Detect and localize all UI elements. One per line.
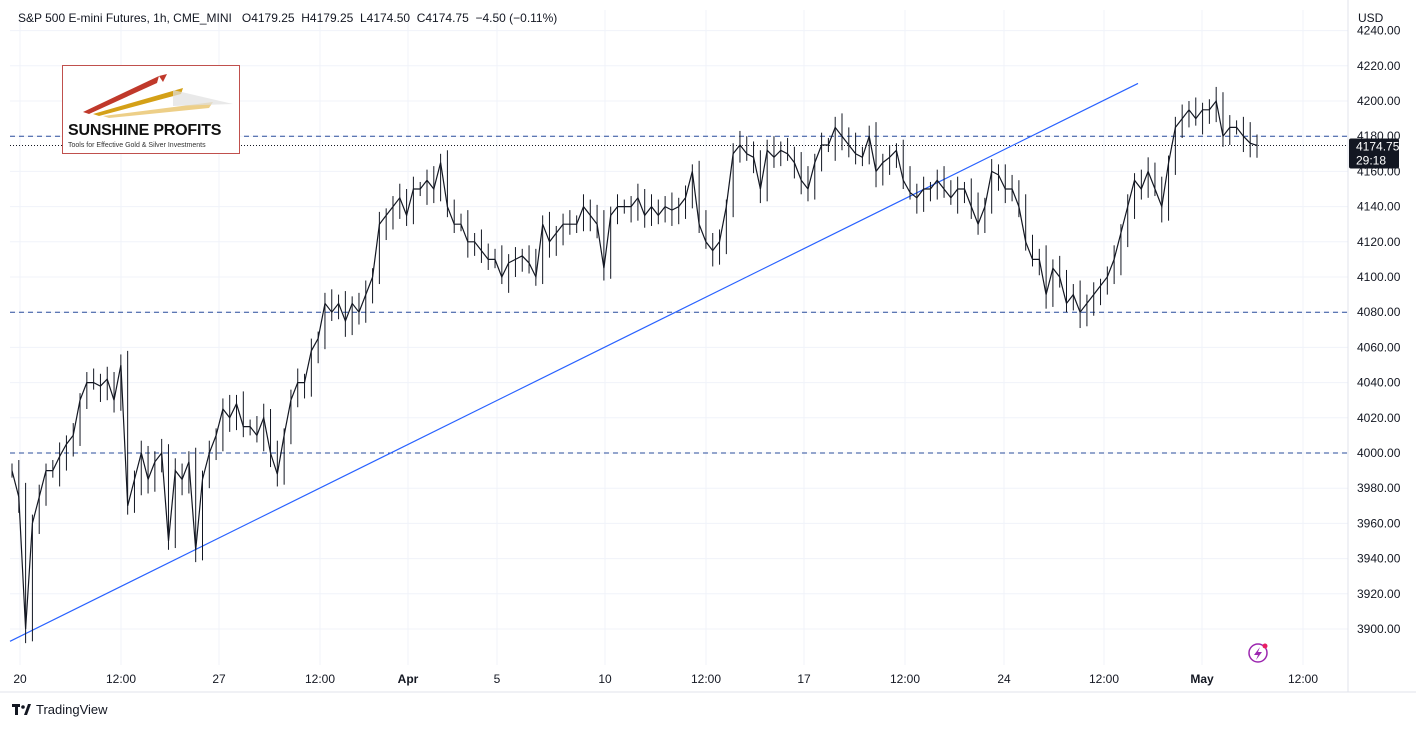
x-tick-label: 12:00 [1288,672,1318,686]
legend-symbol: S&P 500 E-mini Futures, 1h, CME_MINI [18,11,232,25]
y-tick-label: 3960.00 [1357,516,1401,530]
spark-icon-dot [1262,643,1268,649]
y-tick-label: 4000.00 [1357,446,1401,460]
y-tick-label: 4100.00 [1357,270,1401,284]
price-badge-value: 4174.75 [1356,139,1400,153]
x-tick-label: 10 [598,672,612,686]
y-tick-label: 3920.00 [1357,587,1401,601]
price-line [11,99,1258,630]
x-tick-label: 12:00 [106,672,136,686]
y-tick-label: 4200.00 [1357,94,1401,108]
trendline-group [9,82,1139,642]
x-tick-label: Apr [398,672,419,686]
y-tick-label: 4140.00 [1357,200,1401,214]
y-tick-label: 3900.00 [1357,622,1401,636]
y-tick-label: 4020.00 [1357,411,1401,425]
trendline [9,82,1139,642]
legend-close: C4174.75 [416,11,469,25]
x-tick-label: 12:00 [305,672,335,686]
x-tick-label: 20 [13,672,27,686]
y-tick-label: 4240.00 [1357,24,1401,38]
legend-low: L4174.50 [359,11,411,25]
y-tick-label: 4060.00 [1357,340,1401,354]
y-tick-label: 3940.00 [1357,552,1401,566]
price-axis: 4240.004220.004200.004180.004160.004140.… [1347,0,1401,692]
logo-title: SUNSHINE PROFITS [68,122,222,139]
spark-icon[interactable] [1248,643,1268,663]
legend-change: −4.50 (−0.11%) [475,11,558,25]
x-tick-label: 12:00 [691,672,721,686]
y-tick-label: 4120.00 [1357,235,1401,249]
logo-tagline: Tools for Effective Gold & Silver Invest… [68,142,206,149]
currency-label[interactable]: USD [1358,11,1384,25]
tradingview-logo-icon [12,703,31,715]
logo-emblem-icon [83,74,233,118]
footer-brand-label: TradingView [36,702,108,717]
x-tick-label: 12:00 [1089,672,1119,686]
spark-icon-ring [1248,643,1268,663]
y-tick-label: 4080.00 [1357,305,1401,319]
footer-brand[interactable]: TradingView [12,702,108,717]
y-tick-label: 4040.00 [1357,376,1401,390]
spark-icon-bolt [1254,647,1262,660]
price-badge [1349,138,1399,169]
x-tick-label: May [1190,672,1214,686]
legend-high: H4179.25 [301,11,354,25]
chart-legend: S&P 500 E-mini Futures, 1h, CME_MINI O41… [18,11,557,25]
y-tick-label: 4220.00 [1357,59,1401,73]
price-badge-countdown: 29:18 [1356,153,1386,167]
x-tick-label: 5 [494,672,501,686]
sunshine-profits-logo: SUNSHINE PROFITS Tools for Effective Gol… [62,65,240,154]
x-tick-label: 24 [997,672,1011,686]
x-tick-label: 17 [797,672,811,686]
price-series [11,86,1258,644]
time-axis: 20 12:00 27 12:00 Apr 5 10 12:00 17 12:00 24 12:00 M… [0,672,1416,693]
x-tick-label: 12:00 [890,672,920,686]
y-tick-label: 3980.00 [1357,481,1401,495]
x-tick-label: 27 [212,672,226,686]
legend-open: O4179.25 [241,11,295,25]
